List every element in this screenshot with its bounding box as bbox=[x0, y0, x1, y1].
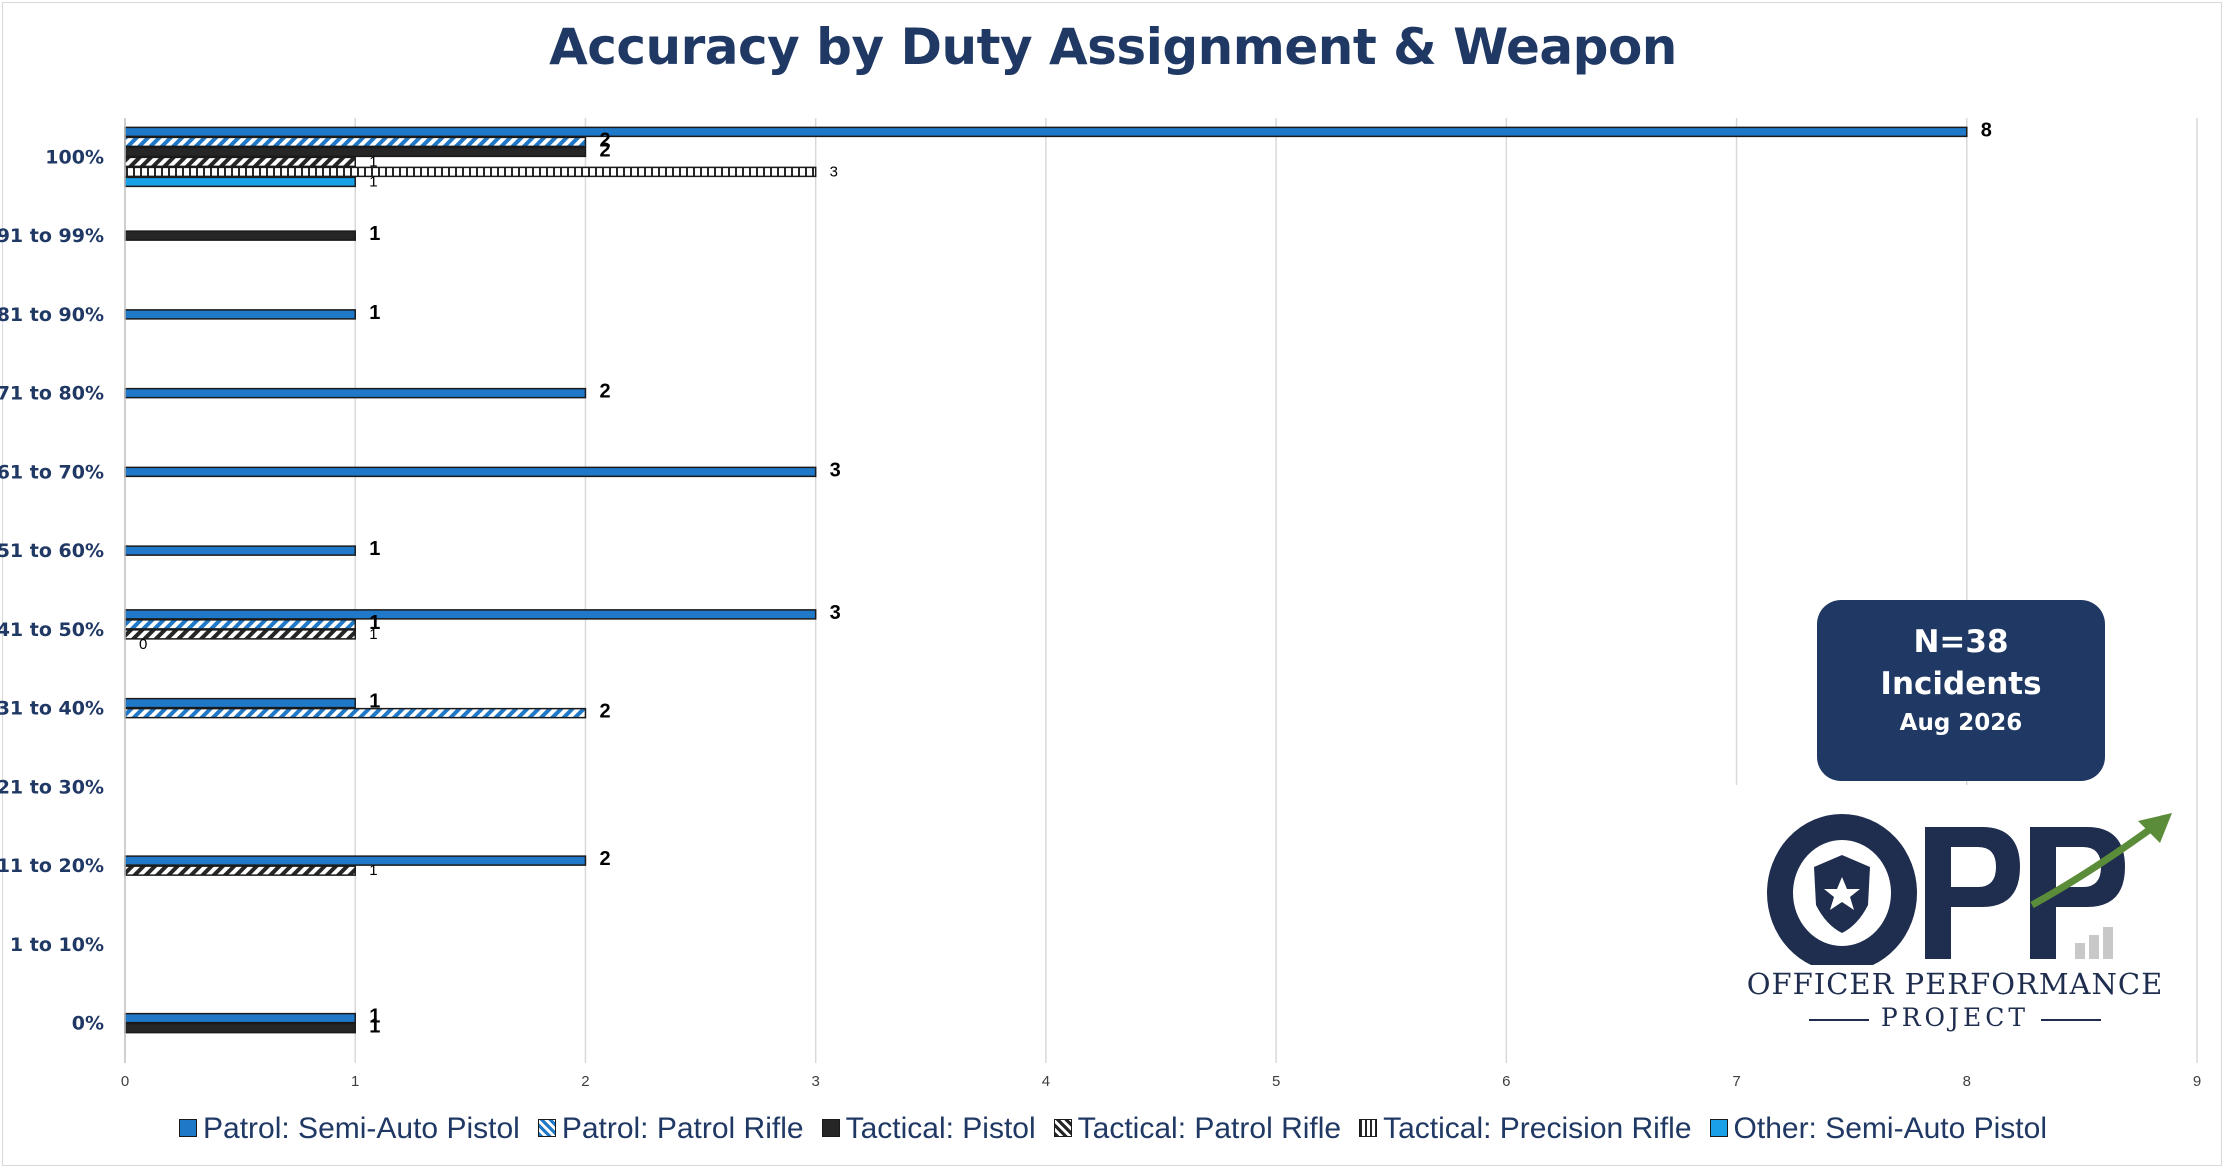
category-label: 61 to 70% bbox=[0, 461, 104, 483]
x-tick-label: 3 bbox=[811, 1073, 819, 1090]
bar bbox=[124, 619, 356, 630]
bar bbox=[124, 146, 587, 158]
x-tick-label: 9 bbox=[2193, 1073, 2201, 1090]
data-label: 2 bbox=[599, 381, 610, 403]
category-label: 51 to 60% bbox=[0, 540, 104, 562]
bar bbox=[124, 629, 356, 640]
data-label: 1 bbox=[369, 223, 380, 245]
sample-size-date: Aug 2026 bbox=[1899, 710, 2023, 736]
category-label: 71 to 80% bbox=[0, 383, 104, 405]
logo-line-2-text: PROJECT bbox=[1880, 1003, 2030, 1032]
data-label: 1 bbox=[369, 612, 380, 634]
bar bbox=[124, 466, 817, 478]
legend-item: Tactical: Precision Rifle bbox=[1359, 1112, 1692, 1146]
data-label: 0 bbox=[139, 636, 147, 653]
legend-item: Patrol: Patrol Rifle bbox=[537, 1112, 804, 1146]
legend-item: Tactical: Pistol bbox=[821, 1112, 1036, 1146]
x-tick-label: 7 bbox=[1732, 1073, 1740, 1090]
legend-label: Other: Semi-Auto Pistol bbox=[1733, 1112, 2047, 1145]
data-label: 1 bbox=[369, 302, 380, 324]
data-label: 1 bbox=[369, 691, 380, 713]
data-label: 2 bbox=[599, 848, 610, 870]
data-label: 1 bbox=[369, 626, 377, 643]
legend-label: Tactical: Pistol bbox=[845, 1112, 1036, 1145]
logo-line-2: PROJECT bbox=[1720, 1003, 2190, 1032]
legend-swatch bbox=[537, 1119, 556, 1138]
sample-size-label: Incidents bbox=[1880, 666, 2042, 702]
category-label: 1 to 10% bbox=[10, 934, 104, 956]
legend-label: Patrol: Patrol Rifle bbox=[561, 1112, 804, 1145]
data-label: 3 bbox=[830, 602, 841, 624]
category-label: 41 to 50% bbox=[0, 619, 104, 641]
bar bbox=[124, 1012, 356, 1024]
bar bbox=[124, 707, 587, 719]
legend-label: Tactical: Precision Rifle bbox=[1383, 1112, 1692, 1145]
legend-swatch bbox=[1359, 1119, 1378, 1138]
legend-item: Other: Semi-Auto Pistol bbox=[1709, 1112, 2047, 1146]
chart-title: Accuracy by Duty Assignment & Weapon bbox=[549, 18, 1677, 76]
chart-legend: Patrol: Semi-Auto Pistol Patrol: Patrol R… bbox=[0, 1112, 2226, 1146]
logo-line-1: OFFICER PERFORMANCE bbox=[1746, 967, 2164, 1001]
data-label: 1 bbox=[369, 153, 377, 170]
bar bbox=[124, 855, 587, 866]
x-tick-label: 4 bbox=[1042, 1073, 1050, 1090]
bar bbox=[124, 697, 356, 709]
legend-swatch bbox=[1053, 1119, 1072, 1138]
bar bbox=[124, 865, 356, 876]
opp-logo-mark bbox=[1767, 813, 2172, 972]
sample-size-box: N=38 Incidents Aug 2026 bbox=[1817, 600, 2105, 781]
x-tick-label: 2 bbox=[581, 1073, 589, 1090]
bar bbox=[124, 156, 356, 168]
data-label: 8 bbox=[1981, 119, 1992, 141]
bar bbox=[124, 176, 356, 188]
category-label: 81 to 90% bbox=[0, 304, 104, 326]
x-tick-label: 1 bbox=[351, 1073, 359, 1090]
legend-label: Tactical: Patrol Rifle bbox=[1077, 1112, 1342, 1145]
legend-item: Tactical: Patrol Rifle bbox=[1053, 1112, 1342, 1146]
data-label: 2 bbox=[599, 139, 610, 161]
data-label: 1 bbox=[369, 1006, 380, 1028]
category-label: 0% bbox=[72, 1013, 104, 1035]
legend-label: Patrol: Semi-Auto Pistol bbox=[203, 1112, 520, 1145]
bar bbox=[124, 166, 817, 178]
data-label: 2 bbox=[599, 701, 610, 723]
x-tick-label: 8 bbox=[1963, 1073, 1971, 1090]
category-label: 31 to 40% bbox=[0, 698, 104, 720]
bar bbox=[124, 545, 356, 556]
bar bbox=[124, 609, 817, 620]
legend-swatch bbox=[1709, 1119, 1728, 1138]
data-label: 3 bbox=[830, 163, 838, 180]
data-label: 1 bbox=[369, 538, 380, 560]
bar bbox=[124, 126, 1968, 138]
bar bbox=[124, 1022, 356, 1034]
category-label: 91 to 99% bbox=[0, 225, 104, 247]
data-label: 2 bbox=[599, 129, 610, 151]
x-tick-label: 6 bbox=[1502, 1073, 1510, 1090]
data-label: 1 bbox=[369, 1016, 380, 1038]
legend-item: Patrol: Semi-Auto Pistol bbox=[179, 1112, 520, 1146]
bar bbox=[124, 309, 356, 320]
data-label: 1 bbox=[369, 862, 377, 879]
bar bbox=[124, 230, 356, 241]
x-tick-label: 0 bbox=[121, 1073, 129, 1090]
bar bbox=[124, 136, 587, 148]
category-label: 11 to 20% bbox=[0, 855, 104, 877]
category-label: 21 to 30% bbox=[0, 776, 104, 798]
data-label: 3 bbox=[830, 459, 841, 481]
legend-swatch bbox=[821, 1119, 840, 1138]
x-tick-label: 5 bbox=[1272, 1073, 1280, 1090]
data-label: 1 bbox=[369, 173, 377, 190]
bar bbox=[124, 387, 587, 399]
legend-swatch bbox=[179, 1119, 198, 1138]
sample-size-count: N=38 bbox=[1913, 624, 2009, 660]
category-label: 100% bbox=[45, 146, 104, 168]
opp-logo: OFFICER PERFORMANCE PROJECT bbox=[1720, 785, 2190, 1070]
